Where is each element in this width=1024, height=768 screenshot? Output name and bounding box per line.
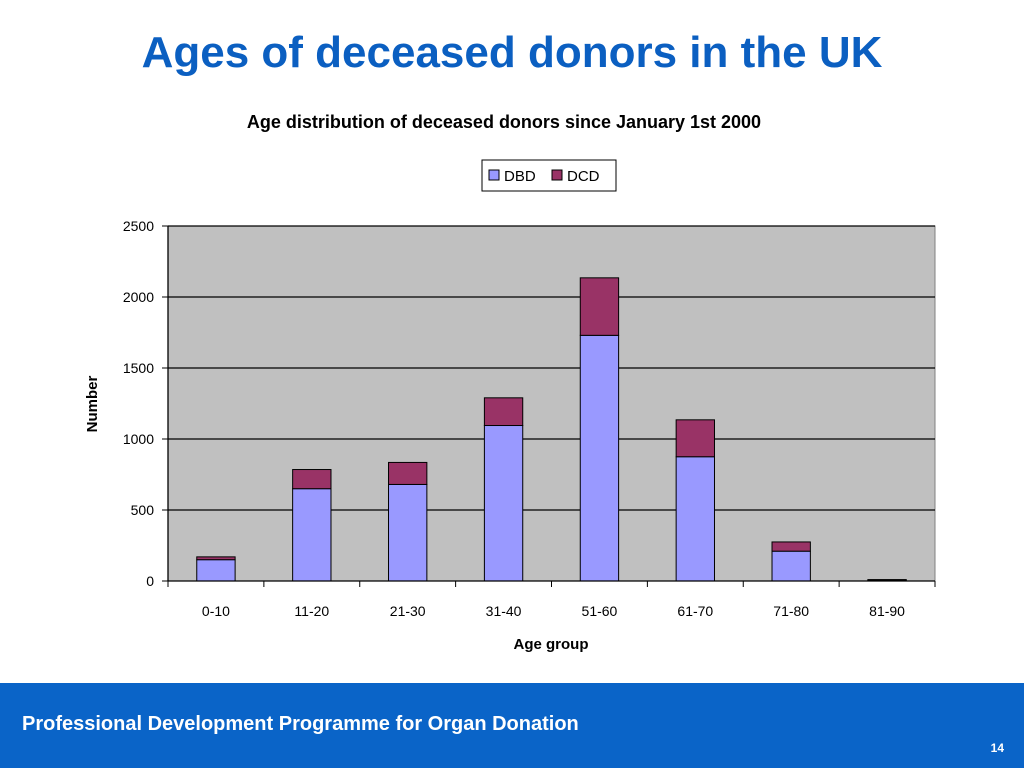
footer-bar: Professional Development Programme for O… (0, 683, 1024, 768)
y-tick-label: 1500 (123, 360, 154, 376)
legend-swatch-dcd (551, 169, 563, 181)
bar-dbd (388, 483, 428, 582)
bar-dbd (196, 559, 236, 582)
legend-swatch-dbd (488, 169, 500, 181)
axes (162, 225, 936, 587)
y-tick-label: 2500 (123, 218, 154, 234)
gridlines (168, 225, 935, 511)
bars (196, 277, 907, 582)
plot-area (167, 225, 936, 582)
bar-dcd (292, 469, 332, 490)
y-tick-label: 500 (131, 502, 155, 518)
bar-dbd (579, 334, 620, 582)
x-axis-label: Age group (514, 636, 589, 653)
chart-legend: DBD DCD (481, 159, 617, 192)
bar-dcd (675, 419, 715, 458)
y-axis-label: Number (84, 376, 101, 433)
x-tick-labels: 0-10 11-20 21-30 31-40 51-60 61-70 71-80 81-90 (202, 603, 905, 619)
bar-dbd (771, 550, 811, 582)
slide-title: Ages of deceased donors in the UK (141, 28, 883, 77)
bar-dcd (867, 579, 907, 581)
x-tick-label: 0-10 (202, 603, 230, 619)
chart-title: Age distribution of deceased donors sinc… (247, 112, 761, 132)
y-tick-label: 2000 (123, 289, 154, 305)
bar-dcd (483, 397, 524, 427)
stacked-bar-chart: Age distribution of deceased donors sinc… (84, 112, 936, 653)
bar-dbd (292, 488, 332, 582)
x-tick-label: 61-70 (677, 603, 713, 619)
x-tick-label: 51-60 (582, 603, 618, 619)
y-tick-label: 1000 (123, 431, 154, 447)
x-tick-label: 81-90 (869, 603, 905, 619)
y-tick-label: 0 (146, 573, 154, 589)
x-tick-label: 11-20 (294, 603, 329, 619)
bar-dbd (675, 456, 715, 582)
x-tick-label: 21-30 (390, 603, 426, 619)
bar-dcd (579, 277, 620, 336)
bar-dcd (196, 556, 236, 561)
legend-label-dbd: DBD (504, 168, 536, 185)
bar-dcd (771, 541, 811, 552)
page-number: 14 (990, 741, 1004, 755)
x-tick-label: 31-40 (486, 603, 522, 619)
legend-label-dcd: DCD (567, 168, 600, 185)
x-tick-label: 71-80 (773, 603, 809, 619)
bar-dcd (388, 461, 428, 485)
footer-text: Professional Development Programme for O… (22, 713, 579, 735)
y-tick-labels: 0 500 1000 1500 2000 2500 (123, 218, 154, 589)
bar-dbd (483, 425, 524, 582)
